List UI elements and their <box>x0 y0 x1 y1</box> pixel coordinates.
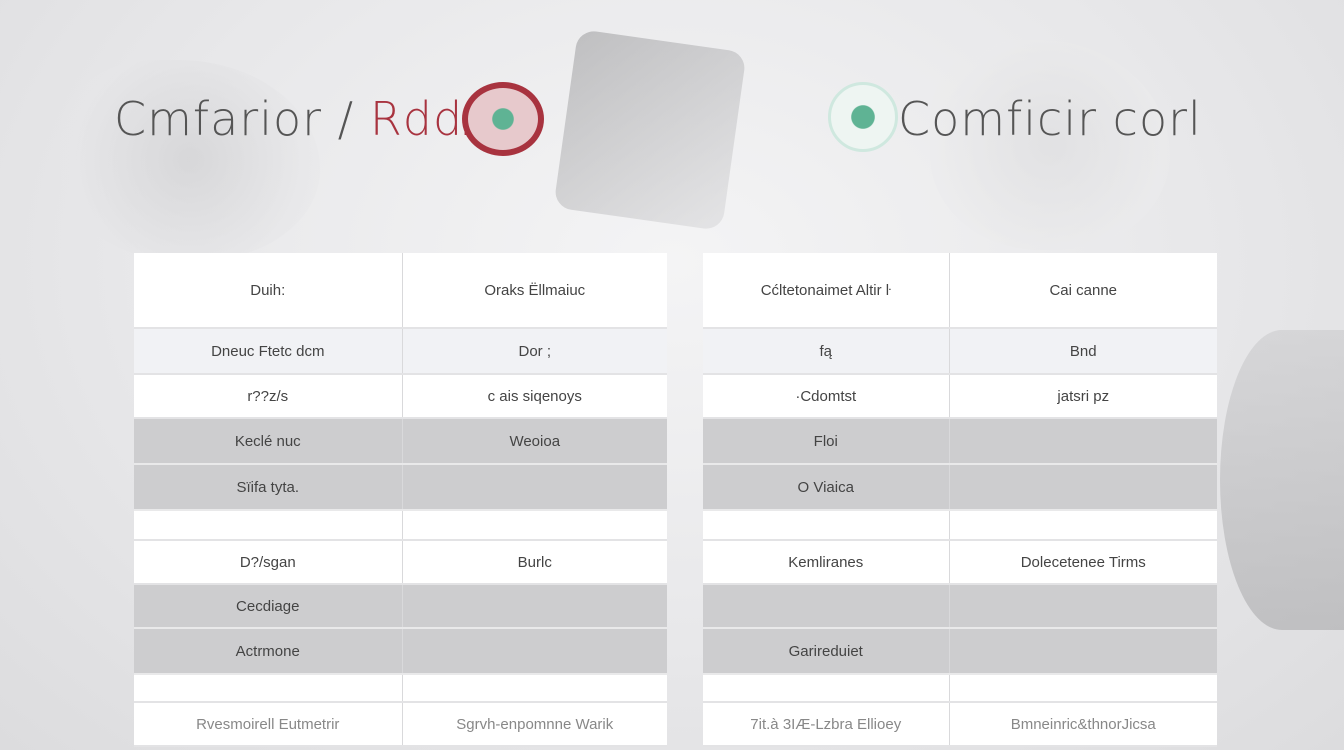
table-cell: Burlc <box>402 540 667 585</box>
table-cell: Rvesmoirell Eutmetrir <box>134 702 403 747</box>
table-row <box>703 510 1217 541</box>
table-cell: Keclé nuc <box>134 418 403 465</box>
table-row: Garireduiet <box>703 628 1217 675</box>
table-row: Rvesmoirell Eutmetrir Sgrvh-enpomnne Wari… <box>134 702 667 747</box>
table-cell: jatsri pz <box>949 374 1217 419</box>
table-cell <box>949 628 1217 675</box>
decorative-swirl-right <box>930 40 1170 250</box>
table-cell <box>134 674 403 703</box>
table-cell: Cćltetonaimet Altir ŀ <box>703 253 950 329</box>
table-cell: fą <box>703 328 950 375</box>
table-row: Cćltetonaimet Altir ŀ Cai canne <box>703 253 1217 329</box>
table-cell: 7it.à 3IÆ-Lzbra Ellioey <box>703 702 950 747</box>
decorative-device-image <box>553 29 747 231</box>
table-cell: c ais siqenoys <box>402 374 667 419</box>
table-cell: Kemliranes <box>703 540 950 585</box>
table-cell: Sgrvh-enpomnne Warik <box>402 702 667 747</box>
table-cell: r??z/s <box>134 374 403 419</box>
right-title: Comficir corl <box>898 92 1202 146</box>
table-cell <box>949 464 1217 511</box>
decorative-figure-right <box>1220 330 1344 630</box>
table-cell: Bmneinric&thnorJicsa <box>949 702 1217 747</box>
table-cell: Oraks Ëllmaiuc <box>402 253 667 329</box>
table-cell <box>402 628 667 675</box>
table-cell <box>949 510 1217 541</box>
table-cell <box>703 510 950 541</box>
table-cell <box>703 584 950 629</box>
table-cell <box>949 584 1217 629</box>
left-logo-icon <box>462 82 544 156</box>
table-cell <box>402 510 667 541</box>
table-cell: Cecdiage <box>134 584 403 629</box>
table-cell: Dolecetenee Tirms <box>949 540 1217 585</box>
table-cell: Sïifa tyta. <box>134 464 403 511</box>
table-cell: ·Cdomtst <box>703 374 950 419</box>
table-cell <box>402 464 667 511</box>
left-title-main: Cmfarior / <box>114 92 370 146</box>
decorative-swirl-left <box>60 60 320 260</box>
table-row: Floi <box>703 418 1217 465</box>
table-cell: Bnd <box>949 328 1217 375</box>
table-row: Keclé nuc Weoioa <box>134 418 667 465</box>
table-row <box>134 674 667 703</box>
table-row: O Viaica <box>703 464 1217 511</box>
table-cell: Duih: <box>134 253 403 329</box>
right-logo-icon <box>828 82 898 152</box>
table-cell <box>949 674 1217 703</box>
table-row: fą Bnd <box>703 328 1217 375</box>
table-row: Kemliranes Dolecetenee Tirms <box>703 540 1217 585</box>
table-cell: Garireduiet <box>703 628 950 675</box>
table-row <box>703 674 1217 703</box>
table-cell: Floi <box>703 418 950 465</box>
table-cell: Dor ; <box>402 328 667 375</box>
right-comparison-table: Cćltetonaimet Altir ŀ Cai canne fą Bnd ·Cdom… <box>703 253 1217 747</box>
table-row: 7it.à 3IÆ-Lzbra Ellioey Bmneinric&thnorJi… <box>703 702 1217 747</box>
table-cell: Actrmone <box>134 628 403 675</box>
table-cell: Dneuc Ftetc dcm <box>134 328 403 375</box>
table-cell: Weoioa <box>402 418 667 465</box>
left-comparison-table: Duih: Oraks Ëllmaiuc Dneuc Ftetc dcm Dor ; r… <box>134 253 667 747</box>
table-row <box>134 510 667 541</box>
table-cell: D?/sgan <box>134 540 403 585</box>
table-row: ·Cdomtst jatsri pz <box>703 374 1217 419</box>
table-cell <box>402 674 667 703</box>
table-row: Sïifa tyta. <box>134 464 667 511</box>
table-cell: Cai canne <box>949 253 1217 329</box>
table-cell <box>134 510 403 541</box>
left-title: Cmfarior / Rdd≥ <box>114 92 489 146</box>
table-cell <box>949 418 1217 465</box>
table-row: Dneuc Ftetc dcm Dor ; <box>134 328 667 375</box>
table-cell: O Viaica <box>703 464 950 511</box>
table-row: r??z/s c ais siqenoys <box>134 374 667 419</box>
table-row: Actrmone <box>134 628 667 675</box>
table-cell <box>402 584 667 629</box>
table-row <box>703 584 1217 629</box>
table-row: Cecdiage <box>134 584 667 629</box>
table-row: Duih: Oraks Ëllmaiuc <box>134 253 667 329</box>
table-row: D?/sgan Burlc <box>134 540 667 585</box>
table-cell <box>703 674 950 703</box>
